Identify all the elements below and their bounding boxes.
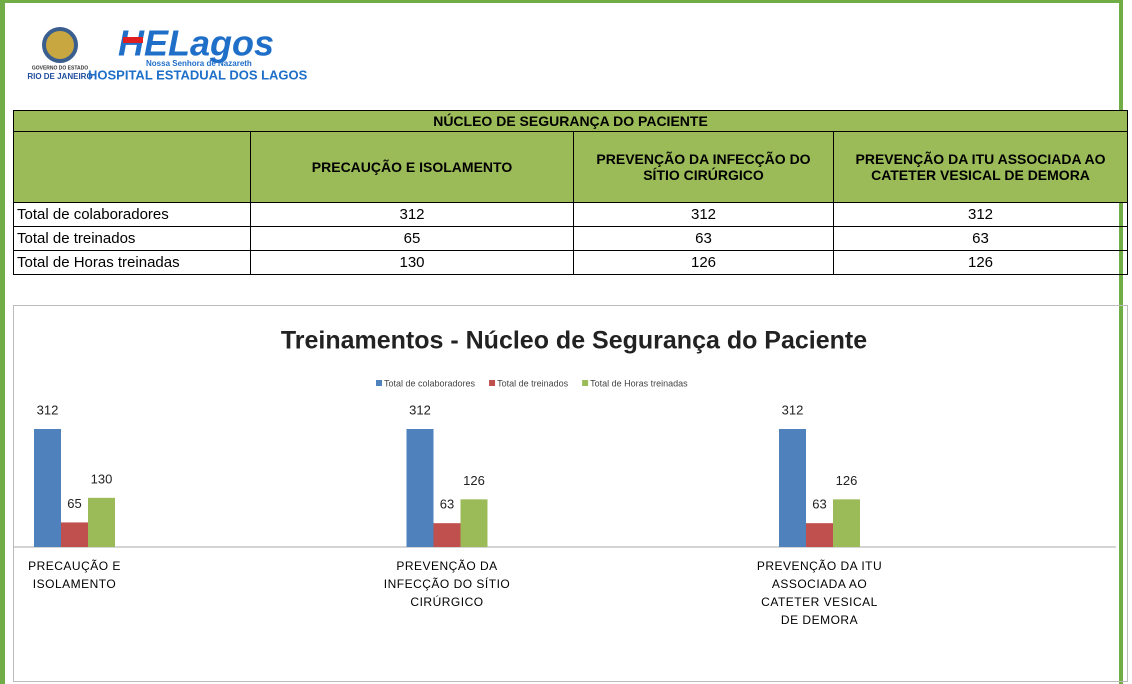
header-cell xyxy=(13,131,251,203)
bar xyxy=(833,499,860,547)
table-title: NÚCLEO DE SEGURANÇA DO PACIENTE xyxy=(13,110,1128,132)
legend-swatch xyxy=(489,380,496,386)
header-cell: PRECAUÇÃO E ISOLAMENTO xyxy=(250,131,574,203)
chart: Treinamentos - Núcleo de Segurança do Pa… xyxy=(13,305,1128,682)
bar xyxy=(406,429,434,547)
table-row: Total de Horas treinadas 130 126 126 xyxy=(13,250,1128,275)
bar xyxy=(806,523,833,547)
table-cell: 63 xyxy=(573,226,834,251)
table-cell: 126 xyxy=(833,250,1128,275)
chart-svg: Treinamentos - Núcleo de Segurança do Pa… xyxy=(14,327,1116,548)
table-cell: 312 xyxy=(250,202,574,227)
government: GOVERNO DO ESTADO xyxy=(32,65,88,71)
header-cell: PREVENÇÃO DA INFECÇÃO DO SÍTIO CIRÚRGICO xyxy=(573,131,834,203)
table-row: Total de colaboradores 312 312 312 xyxy=(13,202,1128,227)
data-label: 312 xyxy=(409,402,431,417)
header-row: PRECAUÇÃO E ISOLAMENTO PREVENÇÃO DA INFEC… xyxy=(13,131,1128,203)
data-label: 126 xyxy=(463,473,485,488)
chart-title: Treinamentos - Núcleo de Segurança do Pa… xyxy=(281,327,867,355)
bar xyxy=(34,429,61,547)
logo: GOVERNO DO ESTADO RIO DE JANEIRO HELagos… xyxy=(27,23,308,83)
category-label: PREVENÇÃO DA INFECÇÃO DO SÍTIO CIRÚRGICO xyxy=(383,559,511,609)
data-label: 312 xyxy=(37,402,59,417)
crest xyxy=(42,27,78,63)
legend-label: Total de treinados xyxy=(497,378,569,388)
logo-subtitle: Nossa Senhora de Nazareth xyxy=(146,59,252,68)
table-row: Total de treinados 65 63 63 xyxy=(13,226,1128,251)
data-label: 312 xyxy=(782,402,804,417)
bar xyxy=(460,499,488,547)
table-cell: 130 xyxy=(250,250,574,275)
table-cell: Total de treinados xyxy=(13,226,251,251)
bar xyxy=(433,523,461,547)
state: RIO DE JANEIRO xyxy=(27,72,92,81)
legend-label: Total de colaboradores xyxy=(384,378,476,388)
data-label: 65 xyxy=(67,496,81,511)
cross xyxy=(123,37,143,43)
table-cell: 312 xyxy=(833,202,1128,227)
table-cell: Total de colaboradores xyxy=(13,202,251,227)
bar xyxy=(88,497,115,547)
table-cell: 63 xyxy=(833,226,1128,251)
bar xyxy=(779,429,806,547)
legend-swatch xyxy=(376,380,382,386)
header-cell: PREVENÇÃO DA ITU ASSOCIADA AO CATETER VE… xyxy=(833,131,1128,203)
category-label: PREVENÇÃO DA ITU ASSOCIADA AO CATETER VE… xyxy=(756,559,883,627)
table-cell: Total de Horas treinadas xyxy=(13,250,251,275)
data-label: 130 xyxy=(91,471,113,486)
legend-label: Total de Horas treinadas xyxy=(590,378,688,388)
legend-swatch xyxy=(582,380,589,386)
table-cell: 65 xyxy=(250,226,574,251)
title-row: NÚCLEO DE SEGURANÇA DO PACIENTE xyxy=(13,110,1128,132)
data-label: 63 xyxy=(440,497,454,512)
hospital-name: HOSPITAL ESTADUAL DOS LAGOS xyxy=(88,67,308,82)
table-cell: 312 xyxy=(573,202,834,227)
bar xyxy=(61,522,88,547)
category-label: PRECAUÇÃO E ISOLAMENTO xyxy=(28,559,121,591)
data-label: 63 xyxy=(812,497,826,512)
data-table: NÚCLEO DE SEGURANÇA DO PACIENTE PRECAUÇÃO… xyxy=(13,110,1128,275)
data-label: 126 xyxy=(836,473,858,488)
table-cell: 126 xyxy=(573,250,834,275)
logo-text: HELagos xyxy=(118,23,274,64)
